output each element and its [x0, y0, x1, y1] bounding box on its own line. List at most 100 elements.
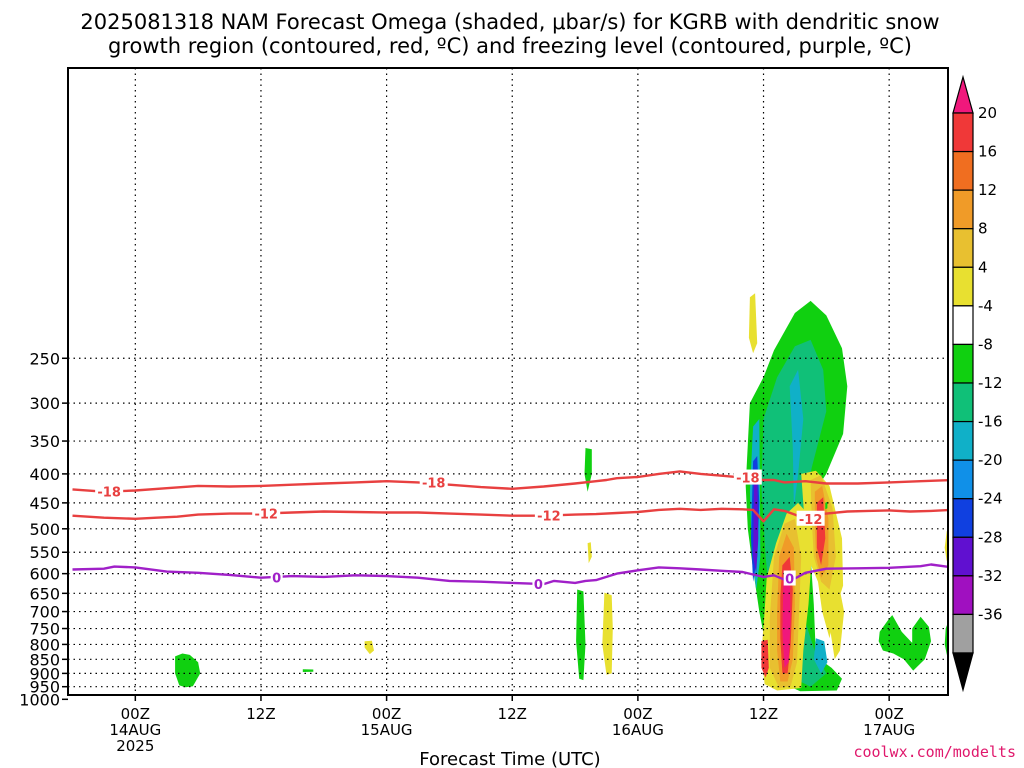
colorbar-swatch — [952, 228, 974, 268]
omega-region — [748, 293, 758, 354]
contour-label-bg — [95, 483, 124, 499]
contour-label-bg — [783, 570, 796, 586]
y-tick-label: 450 — [29, 494, 60, 513]
x-tick-sublabel: 2025 — [116, 737, 154, 755]
y-tick-label: 700 — [29, 603, 60, 622]
colorbar-swatch — [952, 305, 974, 346]
y-tick-label: 750 — [29, 620, 60, 639]
contour-label-bg — [252, 505, 281, 521]
colorbar-label: 4 — [978, 258, 988, 276]
colorbar-label: -4 — [978, 297, 993, 315]
colorbar: 20 16 12 8 4 -4 -8 -12 -16 -20 -24 -28 -32 -36 — [952, 74, 1003, 693]
omega-region — [825, 501, 828, 510]
contour-label: -12 — [799, 513, 823, 528]
colorbar-label: 20 — [978, 104, 997, 122]
colorbar-label: 12 — [978, 181, 997, 199]
colorbar-swatch — [952, 112, 974, 153]
x-tick-sublabel: 14AUG — [109, 721, 161, 739]
y-tick-label: 900 — [29, 664, 60, 683]
omega-shading — [175, 293, 948, 692]
contour-label: 0 — [785, 573, 794, 588]
plot-frame — [67, 67, 949, 696]
x-tick-label: 12Z — [498, 705, 527, 723]
colorbar-swatch — [952, 575, 974, 616]
x-tick-label: 12Z — [749, 705, 778, 723]
x-tick-label: 00Z — [874, 705, 903, 723]
x-axis-label: Forecast Time (UTC) — [419, 749, 600, 768]
contour-label: -12 — [537, 510, 561, 525]
contour-label: -12 — [254, 508, 278, 523]
contour-label-bg — [532, 576, 545, 592]
contour-label: -18 — [422, 476, 446, 491]
y-tick-label: 1000 — [19, 690, 60, 709]
y-tick-label: 300 — [29, 394, 60, 413]
contour-label-bg — [733, 469, 762, 485]
credit-text: coolwx.com/modelts — [853, 743, 1016, 761]
colorbar-label: -8 — [978, 335, 993, 353]
colorbar-label: -32 — [978, 567, 1003, 585]
colorbar-label: -36 — [978, 605, 1003, 623]
y-tick-label: 800 — [29, 635, 60, 654]
contour-freezing_level — [72, 563, 948, 586]
omega-region — [175, 653, 201, 688]
contour-labels: -18 -18 -18 -12 -12 -12 0 0 0 — [95, 469, 825, 593]
colorbar-swatch — [952, 382, 974, 423]
colorbar-swatch — [952, 266, 974, 307]
y-tick-label: 650 — [29, 584, 60, 603]
omega-region — [789, 369, 804, 509]
y-tick-label: 250 — [29, 349, 60, 368]
omega-region — [813, 638, 828, 674]
colorbar-bottom-arrow — [952, 652, 974, 693]
y-tick-label: 550 — [29, 543, 60, 562]
y-tick-label: 400 — [29, 465, 60, 484]
colorbar-swatch — [952, 536, 974, 577]
contour-label: -18 — [97, 486, 121, 501]
x-tick-sublabel: 16AUG — [612, 721, 664, 739]
y-tick-label: 500 — [29, 520, 60, 539]
y-tick-label: 350 — [29, 432, 60, 451]
contour-label: 0 — [534, 578, 543, 593]
colorbar-swatch — [952, 613, 974, 654]
omega-region — [302, 669, 314, 672]
omega-region — [830, 584, 845, 660]
grid-lines — [68, 68, 948, 695]
colorbar-label: -16 — [978, 413, 1003, 431]
x-tick-sublabel: 17AUG — [863, 721, 915, 739]
x-tick-label: 00Z — [623, 705, 652, 723]
y-tick-label: 600 — [29, 565, 60, 584]
contour-label: 0 — [272, 572, 281, 587]
omega-region — [753, 470, 759, 574]
chart-title-line-1: 2025081318 NAM Forecast Omega (shaded, μ… — [80, 10, 939, 34]
chart-title-line-2: growth region (contoured, red, ºC) and f… — [108, 34, 912, 58]
colorbar-label: 16 — [978, 143, 997, 161]
x-tick-label: 00Z — [372, 705, 401, 723]
colorbar-swatch — [952, 343, 974, 384]
colorbar-label: 8 — [978, 220, 988, 238]
omega-region — [587, 542, 592, 564]
colorbar-swatch — [952, 498, 974, 538]
colorbar-swatch — [952, 459, 974, 500]
x-tick-sublabel: 15AUG — [361, 721, 413, 739]
contour-label-bg — [796, 510, 825, 526]
omega-region — [602, 592, 613, 675]
colorbar-swatch — [952, 189, 974, 230]
y-tick-label: 850 — [29, 650, 60, 669]
omega-region — [364, 640, 374, 655]
contour-label-bg — [534, 507, 563, 523]
colorbar-label: -24 — [978, 490, 1003, 508]
colorbar-swatch — [952, 420, 974, 461]
omega-region — [576, 589, 586, 681]
omega-region — [584, 448, 592, 492]
contour-label-bg — [419, 474, 448, 490]
contour-dgz_upper — [72, 470, 948, 493]
colorbar-label: -12 — [978, 374, 1003, 392]
contour-label-bg — [270, 569, 283, 585]
colorbar-label: -28 — [978, 528, 1003, 546]
colorbar-top-arrow — [952, 74, 974, 114]
y-tick-label: 950 — [29, 678, 60, 697]
omega-region — [878, 615, 931, 671]
contour-label: -18 — [736, 472, 760, 487]
x-tick-label: 12Z — [246, 705, 275, 723]
y-axis: 2503003504004505005506006507007508008509… — [19, 349, 68, 709]
